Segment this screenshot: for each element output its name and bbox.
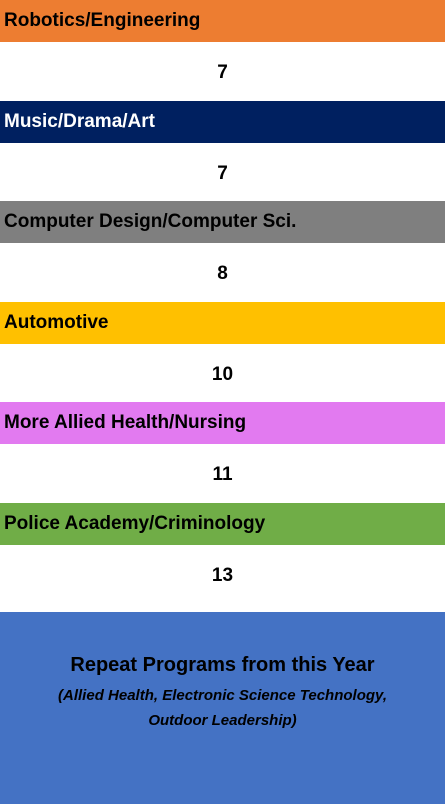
footer-title: Repeat Programs from this Year [70, 654, 375, 676]
count: 7 [217, 62, 228, 83]
category-band: Computer Design/Computer Sci. [0, 201, 445, 244]
category-band: More Allied Health/Nursing [0, 402, 445, 445]
category-band: Robotics/Engineering [0, 0, 445, 42]
count: 7 [217, 162, 228, 184]
count: 8 [217, 263, 228, 285]
category-band: Police Academy/Criminology [0, 503, 445, 545]
footer-subtitle: Outdoor Leadership) [148, 712, 297, 729]
category-band: Automotive [0, 301, 445, 344]
footer-box: Repeat Programs from this Year (Allied H… [0, 612, 445, 804]
count: 10 [211, 363, 234, 385]
count: 11 [212, 464, 233, 486]
category-band: Music/Drama/Art [0, 100, 445, 143]
footer-subtitle: (Allied Health, Electronic Science Techn… [58, 687, 387, 704]
count: 13 [211, 565, 234, 586]
